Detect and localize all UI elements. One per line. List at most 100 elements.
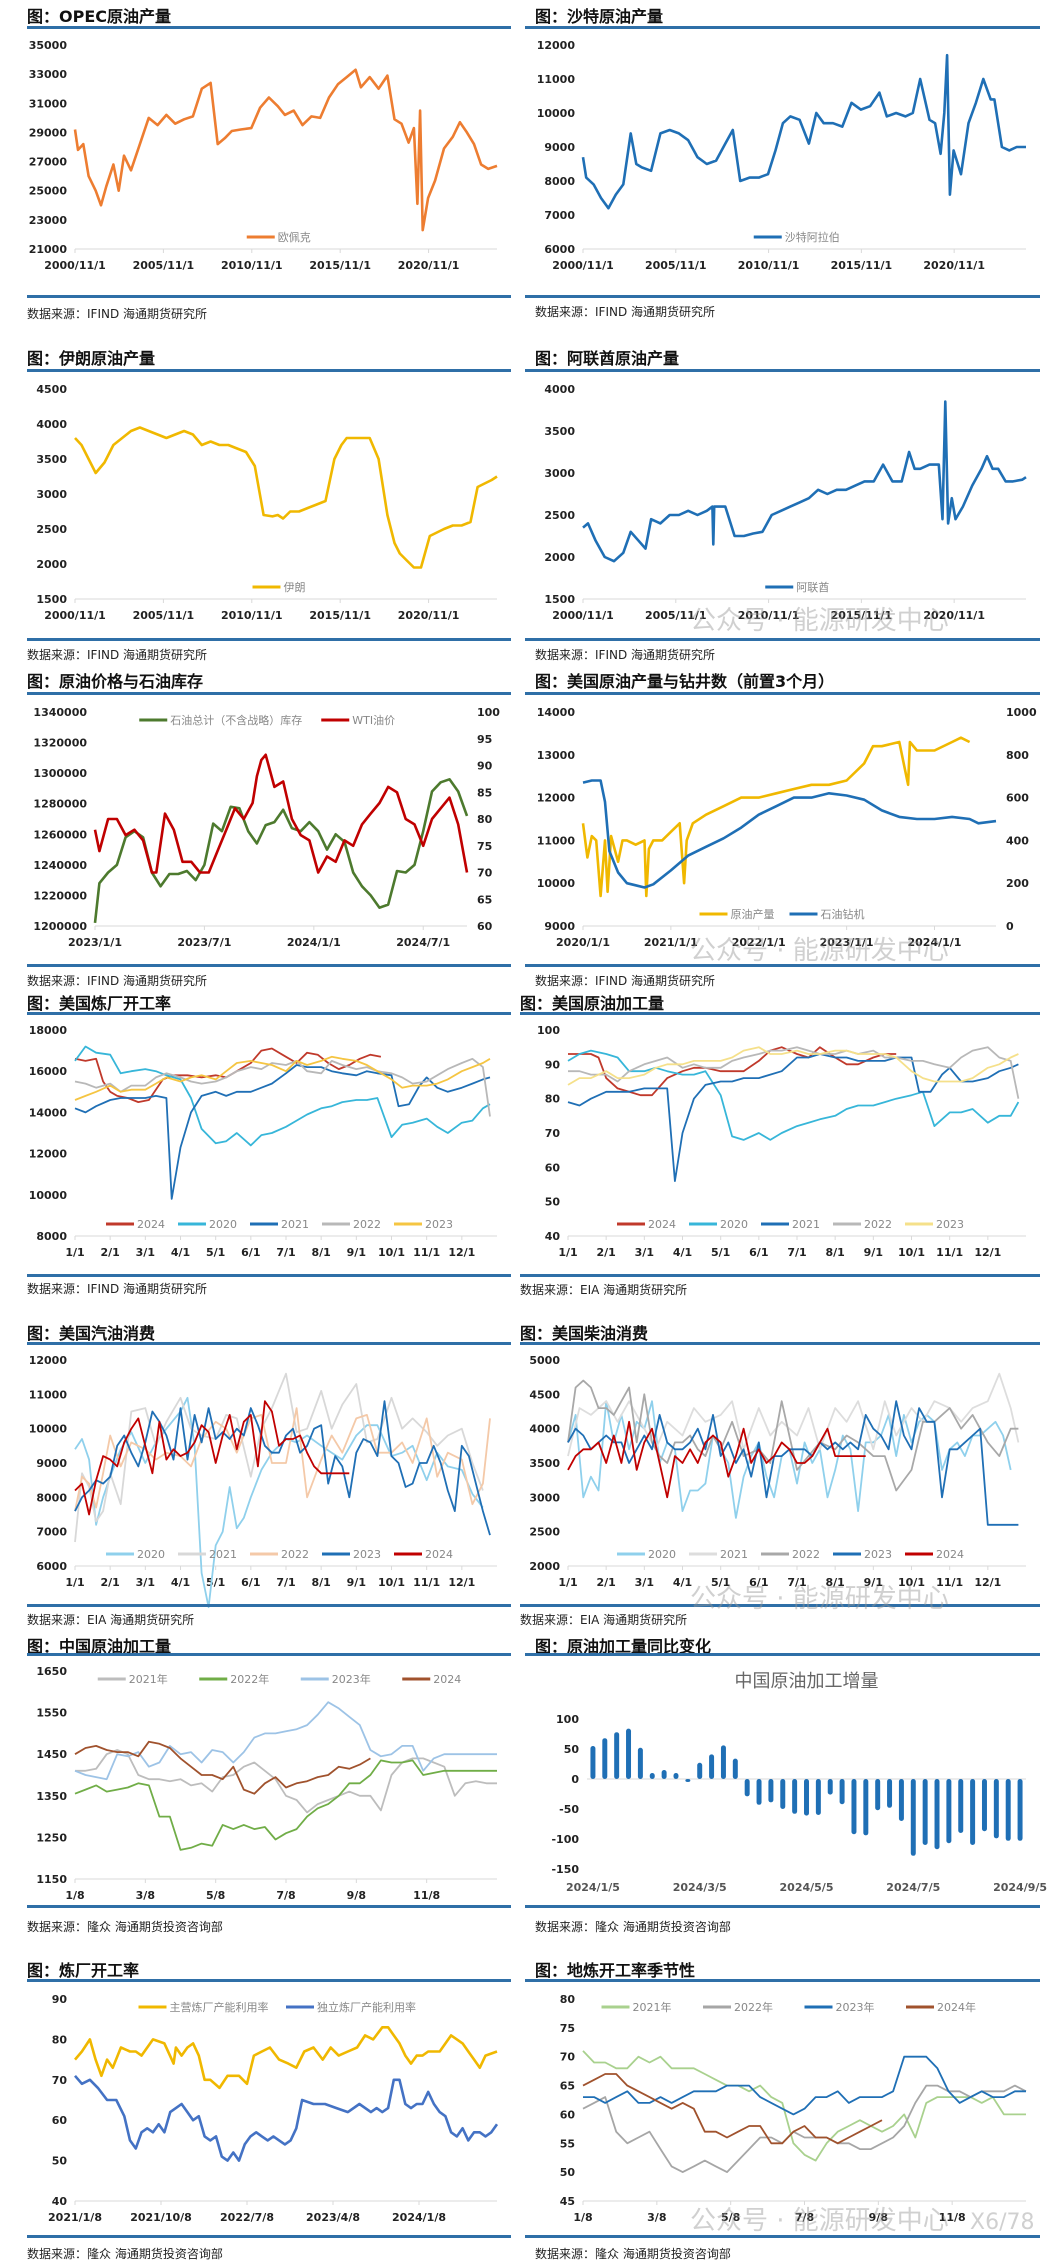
x-tick-label: 2010/11/1: [221, 259, 283, 272]
y-tick-label: 1260000: [33, 828, 87, 841]
series-line-沙特阿拉伯: [581, 53, 1026, 210]
chart-svg: 中国原油加工增量 100 50 0 -50 -100 -150 2024/1/5 2024/3/…: [551, 1671, 1047, 1894]
y-tick-label: 25000: [29, 185, 68, 198]
legend: 石油总计（不含战略）库存 WTI油价: [139, 713, 395, 727]
x-tick-label: 7/1: [276, 1246, 295, 1259]
y-tick-label: 40: [52, 2195, 68, 2208]
x-tick-label: 5/8: [721, 2211, 740, 2224]
source-note: 数据来源：IFIND 海通期货研究所: [535, 305, 716, 319]
x-tick-label: 2015/11/1: [831, 259, 893, 272]
bar: [851, 1779, 857, 1835]
chart-svg: 35000 33000 31000 29000 27000 25000 23000 21000…: [29, 39, 498, 272]
source-divider: [27, 1905, 511, 1908]
y-tick-label: 2500: [36, 523, 67, 536]
x-tick-label: 11/1: [936, 1246, 963, 1259]
legend-label: 2024: [137, 1218, 165, 1231]
title-divider: [525, 1979, 1040, 1982]
legend-label: 2023: [864, 1548, 892, 1561]
x-tick-label: 4/1: [171, 1246, 190, 1259]
y2-tick-label: 600: [1006, 792, 1029, 805]
title-divider: [525, 692, 1040, 695]
panel-title: 图：美国柴油消费: [520, 1324, 649, 1343]
legend: 2021年 2022年 2023年 2024: [97, 1672, 461, 1686]
x-tick-label: 2005/11/1: [645, 259, 707, 272]
bar: [934, 1779, 940, 1850]
series-line-2020: [74, 1396, 484, 1609]
chart-svg: 4000 3500 3000 2500 2000 1500 2000/11/1 2005/11…: [544, 383, 1027, 622]
series-line-石油钻机: [582, 779, 997, 889]
x-tick-label: 11/1: [413, 1576, 440, 1589]
bar: [981, 1779, 987, 1832]
y-tick-label: 31000: [29, 97, 68, 110]
y-tick-label: 33000: [29, 68, 68, 81]
legend-label: 2022: [792, 1548, 820, 1561]
source-divider: [525, 964, 1040, 967]
legend-label: 2023: [353, 1548, 381, 1561]
x-tick-label: 2010/11/1: [738, 259, 800, 272]
x-tick-label: 5/1: [206, 1576, 225, 1589]
panel-title: 图：地炼开工率季节性: [535, 1961, 696, 1980]
legend-label: 2022年: [230, 1672, 269, 1686]
y-tick-label: 5000: [529, 1354, 560, 1367]
y-tick-label: -150: [551, 1863, 579, 1876]
y-tick-label: 1300000: [33, 767, 87, 780]
x-tick-label: 2005/11/1: [645, 609, 707, 622]
y-tick-label: 35000: [29, 39, 68, 52]
y-tick-label: 23000: [29, 214, 68, 227]
source-divider: [27, 2235, 511, 2238]
bar: [590, 1746, 596, 1779]
y-tick-label: 80: [560, 1993, 576, 2006]
y-tick-label: 1500: [544, 593, 575, 606]
title-divider: [27, 369, 511, 372]
chart-svg: 14000 13000 12000 11000 10000 9000 1000 800 600 4…: [537, 706, 1037, 949]
panel-us-crude-runs: 图：美国原油加工量 100 90 80 70 60 50 40 1/1 2/1 3/1 4/1 5/1…: [520, 990, 1040, 1297]
series-line-2023年: [74, 1701, 497, 1781]
legend-label: 2020: [137, 1548, 165, 1561]
y2-tick-label: 65: [477, 893, 492, 906]
series-line-2023年: [583, 2055, 1026, 2116]
x-tick-label: 4/1: [673, 1246, 692, 1259]
x-tick-label: 2000/11/1: [552, 609, 614, 622]
x-tick-label: 2024/9/5: [993, 1881, 1047, 1894]
x-tick-label: 2023/4/8: [306, 2211, 360, 2224]
chart-iran: 4500 4000 3500 3000 2500 2000 1500 2000/11/1 200…: [27, 377, 511, 635]
x-tick-label: 8/1: [312, 1576, 331, 1589]
source-note: 数据来源：IFIND 海通期货研究所: [27, 648, 208, 662]
y2-tick-label: 90: [477, 760, 493, 773]
chart-us-refinery-rate: 18000 16000 14000 12000 10000 8000 1/1 2/1 3/1 4/…: [27, 1018, 511, 1272]
x-tick-label: 12/1: [974, 1576, 1001, 1589]
x-tick-label: 1/1: [65, 1246, 84, 1259]
x-tick-label: 6/1: [241, 1576, 260, 1589]
y-tick-label: 4000: [36, 418, 67, 431]
x-tick-label: 3/8: [136, 1889, 155, 1902]
y-tick-label: 6000: [36, 1560, 67, 1573]
x-tick-label: 5/1: [711, 1246, 730, 1259]
x-tick-label: 11/1: [936, 1576, 963, 1589]
x-tick-label: 10/1: [898, 1576, 925, 1589]
series-line-2020: [74, 1045, 491, 1147]
y2-tick-label: 200: [1006, 877, 1029, 890]
y-tick-label: 65: [560, 2080, 575, 2093]
legend-label: 2024年: [937, 2000, 976, 2014]
bar: [673, 1773, 679, 1779]
legend: 沙特阿拉伯: [753, 230, 840, 244]
series-line-石油总计（不含战略）库存: [93, 778, 469, 924]
x-tick-label: 7/1: [787, 1576, 806, 1589]
bar: [697, 1762, 703, 1779]
y-tick-label: 1340000: [33, 706, 87, 719]
x-tick-label: 2005/11/1: [133, 259, 195, 272]
series-line-2023: [74, 1055, 491, 1101]
x-tick-label: 2024/1/1: [287, 936, 341, 949]
chart-opec: 35000 33000 31000 29000 27000 25000 23000 21000…: [27, 33, 511, 285]
x-tick-label: 2/1: [597, 1246, 616, 1259]
y-tick-label: 4500: [529, 1388, 560, 1401]
y-tick-label: 8000: [36, 1491, 67, 1504]
series-line-2023: [567, 1046, 1019, 1086]
panel-title: 图：沙特原油产量: [535, 7, 664, 26]
legend: 原油产量 石油钻机: [699, 907, 865, 921]
legend-label: 阿联酋: [796, 580, 829, 594]
chart-svg: 18000 16000 14000 12000 10000 8000 1/1 2/1 3/1 4/…: [29, 1024, 497, 1259]
y-tick-label: -100: [551, 1833, 579, 1846]
chart-saudi: 12000 11000 10000 9000 8000 7000 6000 2000/11/1…: [535, 33, 1040, 285]
y-tick-label: 1220000: [33, 889, 87, 902]
